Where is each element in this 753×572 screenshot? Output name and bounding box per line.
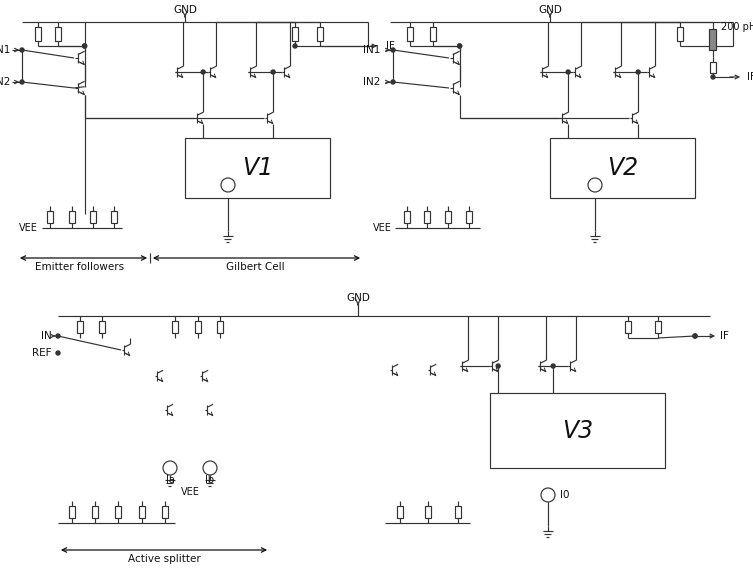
Bar [69,211,75,223]
Circle shape [636,70,640,74]
Circle shape [293,44,297,48]
Circle shape [391,80,395,84]
Bar [111,211,117,223]
Circle shape [221,178,235,192]
Text: VEE: VEE [373,223,392,233]
Bar [99,321,105,333]
Bar [317,27,323,41]
Bar [466,211,471,223]
Bar [115,506,120,518]
Bar [292,27,297,41]
Bar [407,27,413,41]
Circle shape [711,75,715,79]
Circle shape [541,488,555,502]
Bar [139,506,145,518]
Text: GND: GND [538,5,562,15]
Bar [78,321,83,333]
Text: I0: I0 [240,180,249,190]
Text: IF: IF [747,72,753,82]
Circle shape [391,48,395,52]
Bar [424,211,430,223]
Text: IN2: IN2 [363,77,380,87]
Text: V2: V2 [607,156,638,180]
Text: IN1: IN1 [0,45,10,55]
Circle shape [56,334,60,338]
Text: GND: GND [346,293,370,303]
Circle shape [551,364,555,368]
Circle shape [271,70,275,74]
Bar [172,321,178,333]
Bar [456,506,461,518]
Circle shape [163,461,177,475]
Circle shape [201,70,205,74]
Text: REF: REF [32,348,52,358]
Bar [47,211,53,223]
Bar [490,393,665,468]
Circle shape [566,70,570,74]
Text: I0: I0 [560,490,569,500]
Bar [93,506,98,518]
Text: Ib: Ib [206,475,215,485]
Bar [655,321,660,333]
Bar [425,506,431,518]
Bar [218,321,223,333]
Bar [185,138,330,198]
Bar [710,62,716,73]
Text: Ia: Ia [166,475,175,485]
Text: VEE: VEE [181,487,200,497]
Text: GND: GND [173,5,197,15]
Bar [677,27,683,41]
Bar [430,27,436,41]
Bar [195,321,201,333]
Circle shape [83,44,87,48]
Circle shape [203,461,217,475]
Text: VEE: VEE [19,223,38,233]
Text: Gilbert Cell: Gilbert Cell [226,262,285,272]
Text: IF: IF [720,331,729,341]
Bar [709,29,717,50]
Circle shape [588,178,602,192]
Circle shape [458,44,462,48]
Circle shape [458,44,462,48]
Circle shape [693,334,697,338]
Bar [55,27,61,41]
Text: V3: V3 [562,419,593,443]
Text: IF: IF [386,41,395,51]
Text: IN2: IN2 [0,77,10,87]
Bar [69,506,75,518]
Text: IN1: IN1 [363,45,380,55]
Text: Active splitter: Active splitter [127,554,200,564]
Circle shape [20,48,24,52]
Bar [35,27,41,41]
Text: V1: V1 [242,156,273,180]
Bar [404,211,410,223]
Text: I0: I0 [607,180,617,190]
Bar [625,321,631,333]
Bar [398,506,403,518]
Bar [550,138,695,198]
Bar [162,506,168,518]
Circle shape [20,80,24,84]
Circle shape [83,44,87,48]
Text: IN: IN [41,331,52,341]
Bar [90,211,96,223]
Bar [445,211,451,223]
Circle shape [693,334,697,338]
Circle shape [56,351,60,355]
Text: Emitter followers: Emitter followers [35,262,124,272]
Text: 200 pH: 200 pH [721,22,753,32]
Circle shape [496,364,500,368]
